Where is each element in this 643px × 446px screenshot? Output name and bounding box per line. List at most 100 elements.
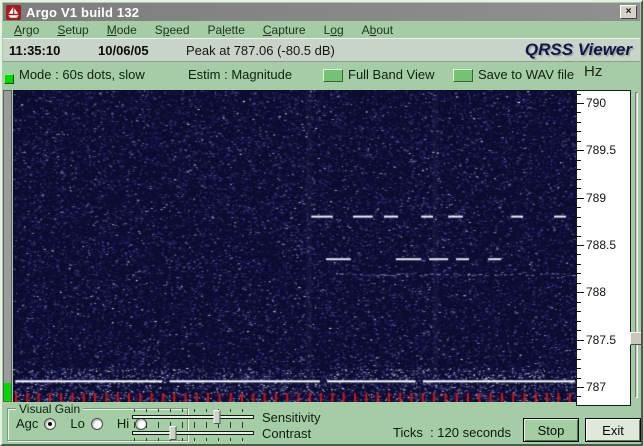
scale-label: 788 [586, 285, 607, 300]
contrast-slider-thumb[interactable] [169, 426, 177, 440]
menu-item-capture[interactable]: Capture [262, 22, 306, 37]
menu-item-argo[interactable]: Argo [14, 22, 40, 37]
visual-gain-hi-label: Hi [116, 416, 130, 431]
scale-tick [577, 178, 581, 180]
menu-item-about[interactable]: About [361, 22, 394, 37]
close-button[interactable]: × [620, 5, 637, 19]
scale-tick [577, 112, 581, 114]
app-icon [6, 4, 21, 20]
main-area: 790 789.5 789 788.5 788 787.5 787 [3, 88, 641, 406]
scale-tick [577, 245, 584, 246]
status-led [4, 74, 14, 84]
scale-tick [577, 103, 584, 104]
scale-scroll-slider[interactable] [630, 90, 641, 402]
app-brand: QRSS Viewer [524, 40, 632, 59]
signal-level-meter [3, 90, 12, 402]
stop-button[interactable]: Stop [523, 418, 579, 442]
scale-label: 788.5 [586, 238, 617, 252]
menu-item-palette[interactable]: Palette [207, 22, 245, 37]
scale-tick [577, 377, 581, 379]
spectrogram-canvas[interactable] [13, 90, 576, 402]
visual-gain-agc-label: Agc [16, 416, 39, 431]
scale-tick [577, 387, 584, 388]
scale-tick [577, 93, 581, 95]
scale-tick [577, 396, 581, 398]
scale-label: 789.5 [586, 143, 617, 158]
scale-tick [577, 339, 584, 341]
scale-tick [577, 311, 581, 313]
scale-tick [577, 207, 581, 209]
clock-time: 11:35:10 [9, 43, 61, 58]
scale-tick [577, 159, 581, 161]
menu-item-speed[interactable]: Speed [154, 22, 190, 37]
estim-readout: Estim : Magnitude [188, 67, 293, 82]
mode-readout: Mode : 60s dots, slow [19, 67, 145, 82]
sensitivity-slider-thumb[interactable] [213, 410, 221, 424]
scale-scroll-thumb[interactable] [630, 332, 641, 345]
ticks-readout: Ticks : 120 seconds [393, 425, 512, 440]
menu-item-mode[interactable]: Mode [106, 22, 137, 37]
scale-tick [577, 358, 581, 360]
menu-item-log[interactable]: Log [323, 22, 344, 37]
scale-tick [577, 349, 581, 351]
sensitivity-slider-ticks-top [134, 409, 252, 412]
scale-tick [577, 263, 581, 265]
scale-tick [577, 330, 581, 332]
contrast-slider[interactable] [132, 425, 254, 441]
control-panel: Visual Gain Agc Lo Hi [3, 402, 641, 444]
visual-gain-agc-radio[interactable] [44, 417, 57, 430]
visual-gain-options: Agc Lo Hi [8, 416, 187, 431]
info-bar: 11:35:10 10/06/05 Peak at 787.06 (-80.5 … [3, 38, 640, 62]
contrast-label: Contrast [262, 426, 312, 441]
scale-tick [577, 216, 581, 218]
status-row: Mode : 60s dots, slow Estim : Magnitude … [3, 62, 640, 88]
scale-tick [577, 282, 581, 284]
sensitivity-slider-ticks-bottom [134, 422, 252, 425]
window-title: Argo V1 build 132 [26, 4, 140, 20]
scale-tick [577, 301, 581, 303]
contrast-slider-ticks-top [134, 425, 252, 428]
scale-tick [577, 235, 581, 237]
sensitivity-slider[interactable] [132, 409, 254, 425]
visual-gain-option-lo: Lo [70, 416, 103, 431]
sensitivity-slider-track[interactable] [132, 415, 254, 419]
scale-label: 787.5 [586, 332, 617, 347]
exit-button[interactable]: Exit [585, 418, 641, 442]
visual-gain-lo-label: Lo [70, 416, 85, 431]
scale-tick [577, 140, 581, 142]
scale-tick [577, 188, 581, 190]
scale-tick [577, 226, 581, 228]
clock-date: 10/06/05 [98, 43, 149, 58]
visual-gain-title: Visual Gain [16, 402, 84, 416]
scale-tick [577, 368, 581, 370]
scale-tick [577, 121, 581, 123]
full-band-view-label: Full Band View [348, 67, 435, 82]
save-wav-label: Save to WAV file [478, 67, 575, 82]
signal-level-fill [4, 383, 11, 401]
sensitivity-label: Sensitivity [262, 410, 321, 425]
scale-tick [577, 273, 581, 275]
scale-label: 790 [586, 96, 607, 110]
scale-tick [577, 197, 584, 199]
save-wav-button[interactable] [453, 69, 473, 82]
frequency-unit-label: Hz [584, 63, 603, 80]
scale-tick [577, 292, 584, 294]
scale-scroll-track[interactable] [635, 92, 638, 398]
menu-item-setup[interactable]: Setup [57, 22, 89, 37]
visual-gain-lo-radio[interactable] [90, 417, 103, 430]
title-bar[interactable]: Argo V1 build 132 × [3, 3, 640, 21]
contrast-slider-track[interactable] [132, 431, 254, 435]
visual-gain-group: Visual Gain Agc Lo Hi [7, 402, 188, 441]
scale-tick [577, 150, 584, 152]
scale-label: 787 [586, 380, 607, 394]
scale-tick [577, 131, 581, 133]
scale-tick [577, 320, 581, 322]
scale-label: 789 [586, 190, 607, 205]
full-band-view-button[interactable] [323, 69, 343, 82]
contrast-slider-ticks-bottom [134, 438, 252, 441]
visual-gain-option-agc: Agc [16, 416, 57, 431]
menu-bar: Argo Setup Mode Speed Palette Capture Log About [3, 21, 640, 38]
scale-tick [577, 169, 581, 171]
peak-readout: Peak at 787.06 (-80.5 dB) [186, 43, 335, 58]
